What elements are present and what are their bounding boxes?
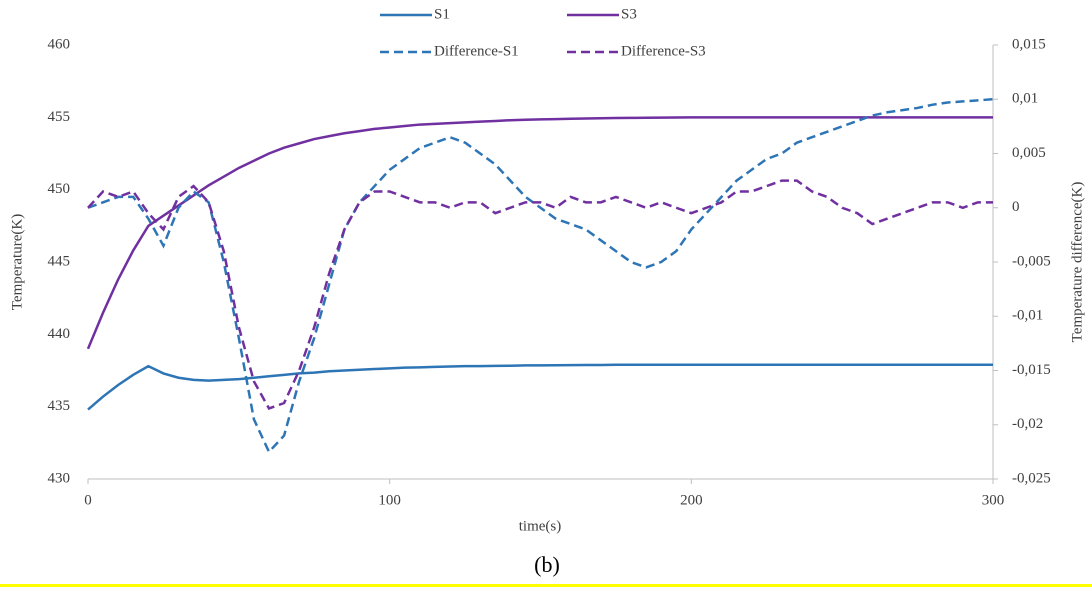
legend-label: S3 xyxy=(621,6,637,22)
y2-axis-title: Temperature difference(K) xyxy=(1069,182,1085,343)
series-line xyxy=(87,98,994,455)
legend-label: Difference-S1 xyxy=(434,43,519,59)
y2-tick-label: 0,005 xyxy=(1012,145,1046,161)
legend-label: Difference-S3 xyxy=(621,43,706,59)
y-axis-title: Temperature(K) xyxy=(9,214,25,310)
y2-tick-label: 0,01 xyxy=(1012,91,1038,107)
highlight-line xyxy=(0,584,1092,587)
y-tick-label: 430 xyxy=(48,470,71,486)
x-tick-label: 100 xyxy=(378,492,401,508)
y-tick-label: 460 xyxy=(48,36,71,52)
y2-tick-label: 0,015 xyxy=(1012,36,1046,52)
x-tick-label: 200 xyxy=(680,492,703,508)
legend-label: S1 xyxy=(434,6,450,22)
y2-tick-label: 0 xyxy=(1012,199,1020,215)
series-line xyxy=(87,179,993,411)
y2-tick-label: -0,02 xyxy=(1012,416,1043,432)
y2-tick-label: -0,015 xyxy=(1012,362,1051,378)
x-axis-title: time(s) xyxy=(519,518,562,534)
y2-tick-label: -0,01 xyxy=(1012,308,1043,324)
caption: (b) xyxy=(534,552,560,577)
y-tick-label: 450 xyxy=(48,181,71,197)
x-tick-label: 0 xyxy=(84,492,92,508)
series-line xyxy=(86,116,993,350)
y2-tick-label: -0,025 xyxy=(1012,470,1051,486)
y2-tick-label: -0,005 xyxy=(1012,253,1051,269)
y-tick-label: 435 xyxy=(48,398,71,414)
y-tick-label: 455 xyxy=(48,109,71,125)
x-tick-label: 300 xyxy=(982,492,1005,508)
y-tick-label: 440 xyxy=(48,326,71,342)
y-tick-label: 445 xyxy=(48,253,71,269)
series-line xyxy=(87,363,993,411)
